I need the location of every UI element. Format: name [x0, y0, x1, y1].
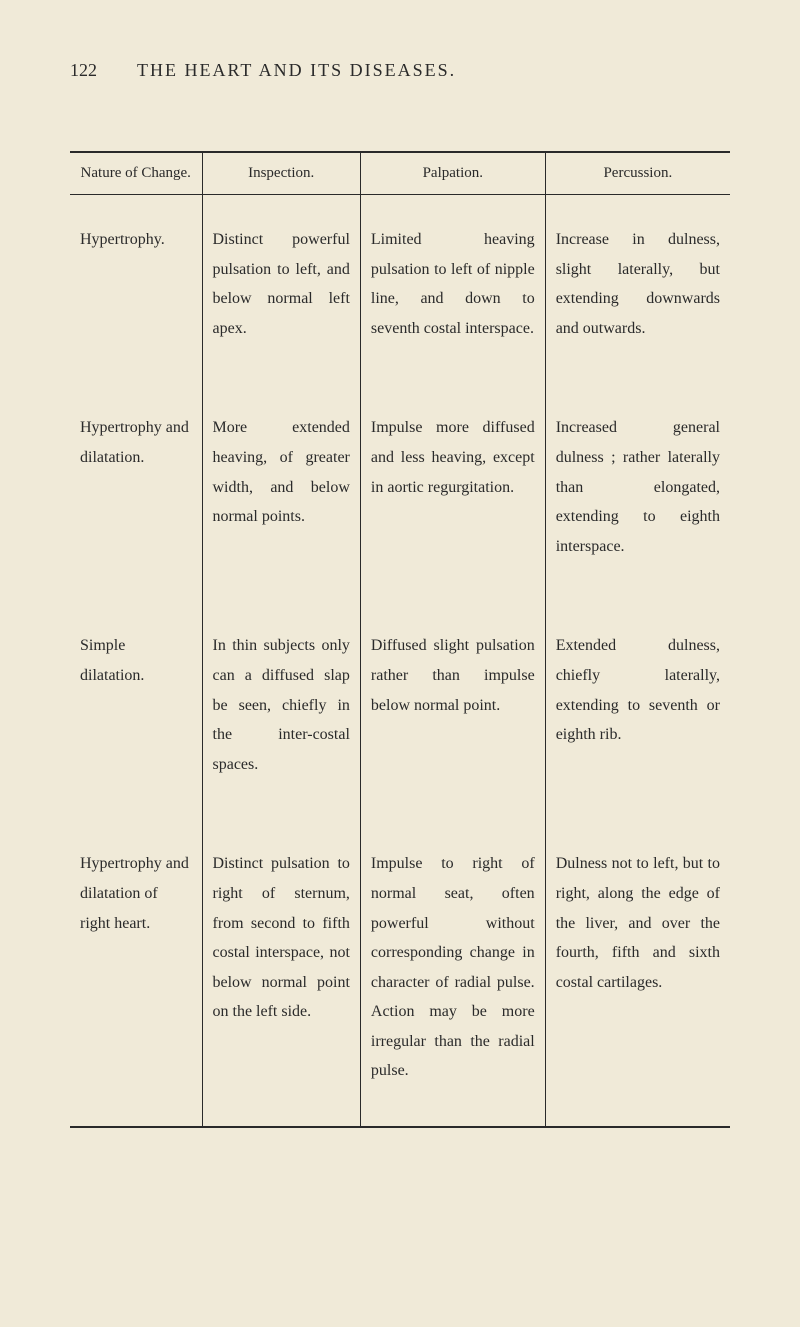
table-row: Hypertrophy. Distinct powerful pulsation… — [70, 195, 730, 384]
page-title: THE HEART AND ITS DISEASES. — [137, 60, 456, 81]
column-header-nature: Nature of Change. — [70, 152, 202, 195]
cell-inspection: In thin subjects only can a diffused sla… — [202, 601, 360, 819]
cell-palpation: Impulse to right of normal seat, often p… — [360, 819, 545, 1127]
cell-palpation: Diffused slight pulsation rather than im… — [360, 601, 545, 819]
cell-inspection: Distinct powerful pulsation to left, and… — [202, 195, 360, 384]
cell-palpation: Limited heaving pulsation to left of nip… — [360, 195, 545, 384]
column-header-palpation: Palpation. — [360, 152, 545, 195]
page-header: 122 THE HEART AND ITS DISEASES. — [70, 60, 730, 81]
table-header-row: Nature of Change. Inspection. Palpation.… — [70, 152, 730, 195]
cell-inspection: More extended heaving, of greater width,… — [202, 383, 360, 601]
cell-nature: Hypertrophy and dilatation of right hear… — [70, 819, 202, 1127]
table-row: Simple dilatation. In thin subjects only… — [70, 601, 730, 819]
cell-inspection: Distinct pulsation to right of sternum, … — [202, 819, 360, 1127]
cell-percussion: Extended dulness, chiefly laterally, ext… — [545, 601, 730, 819]
table-row: Hypertrophy and dilatation. More extende… — [70, 383, 730, 601]
cell-nature: Hypertrophy and dilatation. — [70, 383, 202, 601]
cell-percussion: Dulness not to left, but to right, along… — [545, 819, 730, 1127]
cell-palpation: Impulse more diffused and less heaving, … — [360, 383, 545, 601]
cell-nature: Simple dilatation. — [70, 601, 202, 819]
heart-disease-table: Nature of Change. Inspection. Palpation.… — [70, 151, 730, 1128]
page-number: 122 — [70, 60, 97, 81]
cell-nature: Hypertrophy. — [70, 195, 202, 384]
cell-percussion: Increase in dulness, slight laterally, b… — [545, 195, 730, 384]
table-container: Nature of Change. Inspection. Palpation.… — [70, 151, 730, 1128]
column-header-inspection: Inspection. — [202, 152, 360, 195]
table-row: Hypertrophy and dilatation of right hear… — [70, 819, 730, 1127]
column-header-percussion: Percussion. — [545, 152, 730, 195]
cell-percussion: Increased general dulness ; rather later… — [545, 383, 730, 601]
